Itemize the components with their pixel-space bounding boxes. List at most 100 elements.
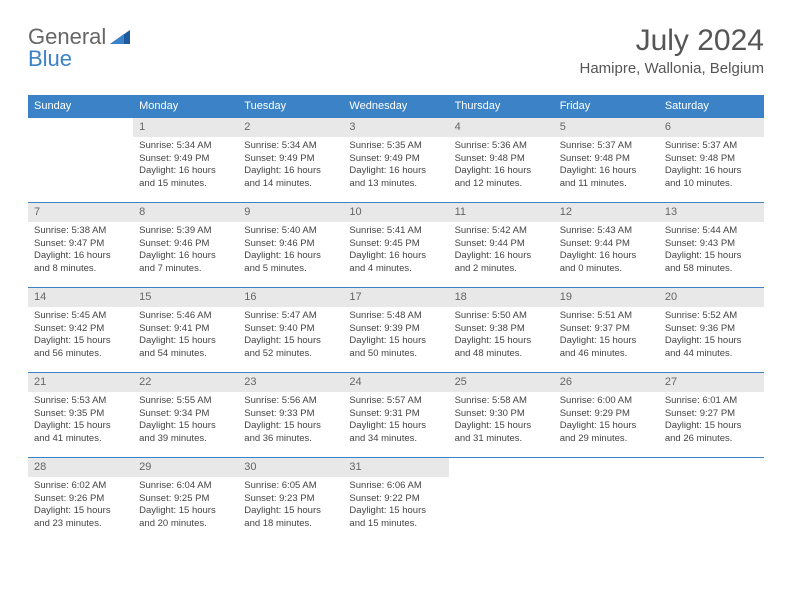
calendar-cell: 30Sunrise: 6:05 AMSunset: 9:23 PMDayligh… [238,458,343,542]
day-body: Sunrise: 5:35 AMSunset: 9:49 PMDaylight:… [343,137,448,197]
sunset-line: Sunset: 9:45 PM [349,238,442,251]
sunrise-line: Sunrise: 5:43 AM [560,225,653,238]
daylight-line: Daylight: 16 hours and 11 minutes. [560,165,653,191]
day-number: 6 [659,118,764,137]
calendar-cell: 13Sunrise: 5:44 AMSunset: 9:43 PMDayligh… [659,203,764,287]
calendar-cell: 9Sunrise: 5:40 AMSunset: 9:46 PMDaylight… [238,203,343,287]
daylight-line: Daylight: 16 hours and 8 minutes. [34,250,127,276]
sunrise-line: Sunrise: 5:39 AM [139,225,232,238]
title-block: July 2024 Hamipre, Wallonia, Belgium [579,24,764,77]
calendar-cell: 27Sunrise: 6:01 AMSunset: 9:27 PMDayligh… [659,373,764,457]
day-number: 29 [133,458,238,477]
day-number: 18 [449,288,554,307]
day-body: Sunrise: 6:00 AMSunset: 9:29 PMDaylight:… [554,392,659,452]
sunrise-line: Sunrise: 5:55 AM [139,395,232,408]
day-body: Sunrise: 5:46 AMSunset: 9:41 PMDaylight:… [133,307,238,367]
day-body: Sunrise: 5:36 AMSunset: 9:48 PMDaylight:… [449,137,554,197]
day-body [659,477,764,486]
sunset-line: Sunset: 9:46 PM [139,238,232,251]
sunset-line: Sunset: 9:41 PM [139,323,232,336]
sunset-line: Sunset: 9:31 PM [349,408,442,421]
sunset-line: Sunset: 9:38 PM [455,323,548,336]
calendar-row: 28Sunrise: 6:02 AMSunset: 9:26 PMDayligh… [28,457,764,542]
calendar-cell: 3Sunrise: 5:35 AMSunset: 9:49 PMDaylight… [343,118,448,202]
sunset-line: Sunset: 9:48 PM [455,153,548,166]
daylight-line: Daylight: 15 hours and 50 minutes. [349,335,442,361]
calendar-cell: 7Sunrise: 5:38 AMSunset: 9:47 PMDaylight… [28,203,133,287]
sunset-line: Sunset: 9:43 PM [665,238,758,251]
day-body: Sunrise: 5:43 AMSunset: 9:44 PMDaylight:… [554,222,659,282]
sunset-line: Sunset: 9:44 PM [455,238,548,251]
calendar-cell: 22Sunrise: 5:55 AMSunset: 9:34 PMDayligh… [133,373,238,457]
day-number: 14 [28,288,133,307]
daylight-line: Daylight: 16 hours and 15 minutes. [139,165,232,191]
day-number: 5 [554,118,659,137]
sunrise-line: Sunrise: 5:57 AM [349,395,442,408]
sunset-line: Sunset: 9:25 PM [139,493,232,506]
daylight-line: Daylight: 15 hours and 31 minutes. [455,420,548,446]
calendar-cell: 19Sunrise: 5:51 AMSunset: 9:37 PMDayligh… [554,288,659,372]
calendar-cell: 25Sunrise: 5:58 AMSunset: 9:30 PMDayligh… [449,373,554,457]
daylight-line: Daylight: 16 hours and 0 minutes. [560,250,653,276]
sunrise-line: Sunrise: 5:46 AM [139,310,232,323]
day-body: Sunrise: 5:45 AMSunset: 9:42 PMDaylight:… [28,307,133,367]
day-number: 22 [133,373,238,392]
weekday-label: Sunday [28,95,133,117]
sunrise-line: Sunrise: 6:05 AM [244,480,337,493]
day-body [554,477,659,486]
sunrise-line: Sunrise: 5:37 AM [560,140,653,153]
day-body: Sunrise: 6:02 AMSunset: 9:26 PMDaylight:… [28,477,133,537]
sunset-line: Sunset: 9:22 PM [349,493,442,506]
daylight-line: Daylight: 16 hours and 5 minutes. [244,250,337,276]
sunset-line: Sunset: 9:42 PM [34,323,127,336]
daylight-line: Daylight: 15 hours and 56 minutes. [34,335,127,361]
daylight-line: Daylight: 15 hours and 34 minutes. [349,420,442,446]
sunset-line: Sunset: 9:26 PM [34,493,127,506]
sunrise-line: Sunrise: 5:58 AM [455,395,548,408]
day-body: Sunrise: 6:01 AMSunset: 9:27 PMDaylight:… [659,392,764,452]
day-number: 3 [343,118,448,137]
sunset-line: Sunset: 9:47 PM [34,238,127,251]
day-body: Sunrise: 5:50 AMSunset: 9:38 PMDaylight:… [449,307,554,367]
sunrise-line: Sunrise: 5:34 AM [139,140,232,153]
day-body: Sunrise: 6:05 AMSunset: 9:23 PMDaylight:… [238,477,343,537]
month-title: July 2024 [579,24,764,58]
day-number: 9 [238,203,343,222]
sunset-line: Sunset: 9:48 PM [560,153,653,166]
sunset-line: Sunset: 9:49 PM [244,153,337,166]
day-body: Sunrise: 5:39 AMSunset: 9:46 PMDaylight:… [133,222,238,282]
day-body: Sunrise: 5:44 AMSunset: 9:43 PMDaylight:… [659,222,764,282]
day-number: 15 [133,288,238,307]
calendar-body: 01Sunrise: 5:34 AMSunset: 9:49 PMDayligh… [28,117,764,542]
day-number: 1 [133,118,238,137]
calendar-row: 01Sunrise: 5:34 AMSunset: 9:49 PMDayligh… [28,117,764,202]
daylight-line: Daylight: 16 hours and 10 minutes. [665,165,758,191]
calendar-row: 21Sunrise: 5:53 AMSunset: 9:35 PMDayligh… [28,372,764,457]
calendar-cell: 1Sunrise: 5:34 AMSunset: 9:49 PMDaylight… [133,118,238,202]
sunrise-line: Sunrise: 6:04 AM [139,480,232,493]
sunset-line: Sunset: 9:37 PM [560,323,653,336]
daylight-line: Daylight: 15 hours and 54 minutes. [139,335,232,361]
day-number: 2 [238,118,343,137]
day-number: 28 [28,458,133,477]
day-body: Sunrise: 5:51 AMSunset: 9:37 PMDaylight:… [554,307,659,367]
calendar-row: 14Sunrise: 5:45 AMSunset: 9:42 PMDayligh… [28,287,764,372]
day-number: 27 [659,373,764,392]
calendar-row: 7Sunrise: 5:38 AMSunset: 9:47 PMDaylight… [28,202,764,287]
day-number: 19 [554,288,659,307]
day-body [449,477,554,486]
sunrise-line: Sunrise: 6:01 AM [665,395,758,408]
daylight-line: Daylight: 15 hours and 39 minutes. [139,420,232,446]
day-body: Sunrise: 5:37 AMSunset: 9:48 PMDaylight:… [659,137,764,197]
calendar-cell: 16Sunrise: 5:47 AMSunset: 9:40 PMDayligh… [238,288,343,372]
location-text: Hamipre, Wallonia, Belgium [579,60,764,77]
logo-blue-row: Blue [28,46,72,72]
daylight-line: Daylight: 15 hours and 48 minutes. [455,335,548,361]
day-number: 12 [554,203,659,222]
sunset-line: Sunset: 9:30 PM [455,408,548,421]
day-body: Sunrise: 5:34 AMSunset: 9:49 PMDaylight:… [133,137,238,197]
sunset-line: Sunset: 9:27 PM [665,408,758,421]
day-number: 21 [28,373,133,392]
day-number: 20 [659,288,764,307]
sunrise-line: Sunrise: 6:00 AM [560,395,653,408]
